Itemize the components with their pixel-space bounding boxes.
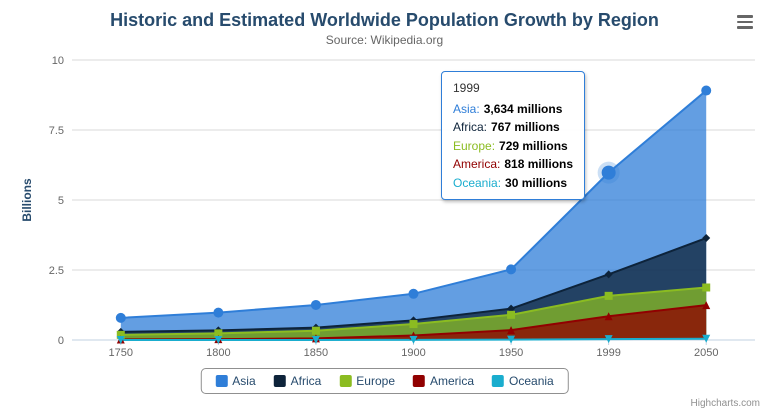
point-asia-1750[interactable] (115, 312, 126, 323)
tooltip-series-value: 729 millions (499, 138, 568, 153)
chart-legend: Asia Africa Europe America Oceania (200, 368, 569, 394)
tooltip-row: Africa: 767 millions (453, 118, 573, 137)
x-axis-label: 1800 (206, 347, 230, 359)
point-oceania-1950[interactable] (507, 335, 516, 344)
point-europe-1999[interactable] (604, 291, 613, 300)
point-africa-2050[interactable] (702, 234, 711, 243)
tooltip-series-value: 3,634 millions (483, 101, 563, 116)
point-america-1999[interactable] (604, 312, 613, 321)
point-asia-2050[interactable] (701, 85, 712, 96)
tooltip-series-label: Oceania: (453, 175, 502, 190)
point-europe-1900[interactable] (409, 320, 418, 329)
point-asia-1950[interactable] (506, 264, 517, 275)
tooltip-row: Europe: 729 millions (453, 137, 573, 156)
tooltip-series-value: 818 millions (504, 157, 574, 171)
legend-item-america[interactable]: America (413, 374, 474, 388)
legend-label: Asia (232, 374, 256, 388)
point-europe-1800[interactable] (214, 329, 223, 338)
x-axis-label: 1900 (401, 347, 425, 359)
x-axis-label: 1999 (596, 347, 620, 359)
tooltip-series-label: America: (453, 157, 501, 171)
legend-label: Oceania (509, 374, 554, 388)
chart-subtitle: Source: Wikipedia.org (325, 33, 444, 47)
point-africa-1950[interactable] (507, 304, 516, 313)
tooltip-series-value: 30 millions (505, 175, 568, 190)
point-europe-1850[interactable] (311, 326, 320, 335)
chart-tooltip: 1999 Asia: 3,634 millions Africa: 767 mill… (441, 71, 586, 200)
point-america-2050[interactable] (702, 301, 711, 310)
x-axis-label: 1850 (304, 347, 328, 359)
tooltip-header: 1999 (453, 81, 480, 95)
point-oceania-1999[interactable] (604, 335, 613, 344)
x-axis-label: 1750 (109, 347, 133, 359)
point-america-1950[interactable] (507, 326, 516, 335)
export-menu-button[interactable] (733, 11, 759, 33)
y-axis-label: 7.5 (49, 125, 64, 137)
legend-swatch (273, 375, 286, 387)
point-europe-2050[interactable] (702, 283, 711, 292)
point-oceania-1850[interactable] (311, 335, 320, 344)
tooltip-series-value: 767 millions (491, 120, 560, 134)
legend-swatch (339, 375, 352, 387)
point-oceania-1750[interactable] (116, 335, 125, 344)
tooltip-series-label: Africa: (453, 120, 488, 134)
tooltip-series-label: Europe: (453, 138, 496, 153)
x-axis-label: 2050 (694, 347, 718, 359)
y-axis-title: Billions (20, 178, 34, 222)
legend-label: Africa (290, 374, 322, 388)
y-axis-label: 5 (58, 195, 64, 207)
point-oceania-1900[interactable] (409, 335, 418, 344)
tooltip-series-label: Asia: (453, 101, 480, 116)
area-series-asia[interactable] (120, 90, 707, 340)
point-asia-1900[interactable] (408, 288, 419, 299)
credits-link[interactable]: Highcharts.com (690, 398, 760, 409)
legend-item-africa[interactable]: Africa (273, 374, 322, 388)
point-oceania-2050[interactable] (702, 334, 711, 343)
point-europe-1950[interactable] (507, 310, 516, 319)
point-africa-1999[interactable] (604, 270, 613, 279)
chart-title: Historic and Estimated Worldwide Populat… (110, 10, 659, 30)
legend-swatch (215, 375, 228, 387)
tooltip-row: Oceania: 30 millions (453, 174, 573, 193)
y-axis-label: 10 (52, 55, 64, 67)
point-asia-1800[interactable] (213, 307, 224, 318)
tooltip-row: America: 818 millions (453, 155, 573, 174)
area-series-america[interactable] (120, 305, 707, 340)
legend-swatch (413, 375, 426, 387)
y-axis-label: 2.5 (49, 265, 64, 277)
point-oceania-1800[interactable] (214, 335, 223, 344)
legend-swatch (492, 375, 505, 387)
hamburger-icon (737, 15, 755, 29)
x-axis-label: 1950 (499, 347, 523, 359)
y-axis-label: 0 (58, 335, 64, 347)
point-europe-1750[interactable] (116, 330, 125, 339)
point-asia-1850[interactable] (310, 299, 321, 310)
legend-label: America (430, 374, 475, 388)
legend-item-europe[interactable]: Europe (339, 374, 395, 388)
tooltip-row: Asia: 3,634 millions (453, 100, 573, 119)
legend-item-asia[interactable]: Asia (215, 374, 256, 388)
legend-label: Europe (356, 374, 396, 388)
legend-item-oceania[interactable]: Oceania (492, 374, 554, 388)
hover-point-asia-1999[interactable] (601, 165, 616, 180)
